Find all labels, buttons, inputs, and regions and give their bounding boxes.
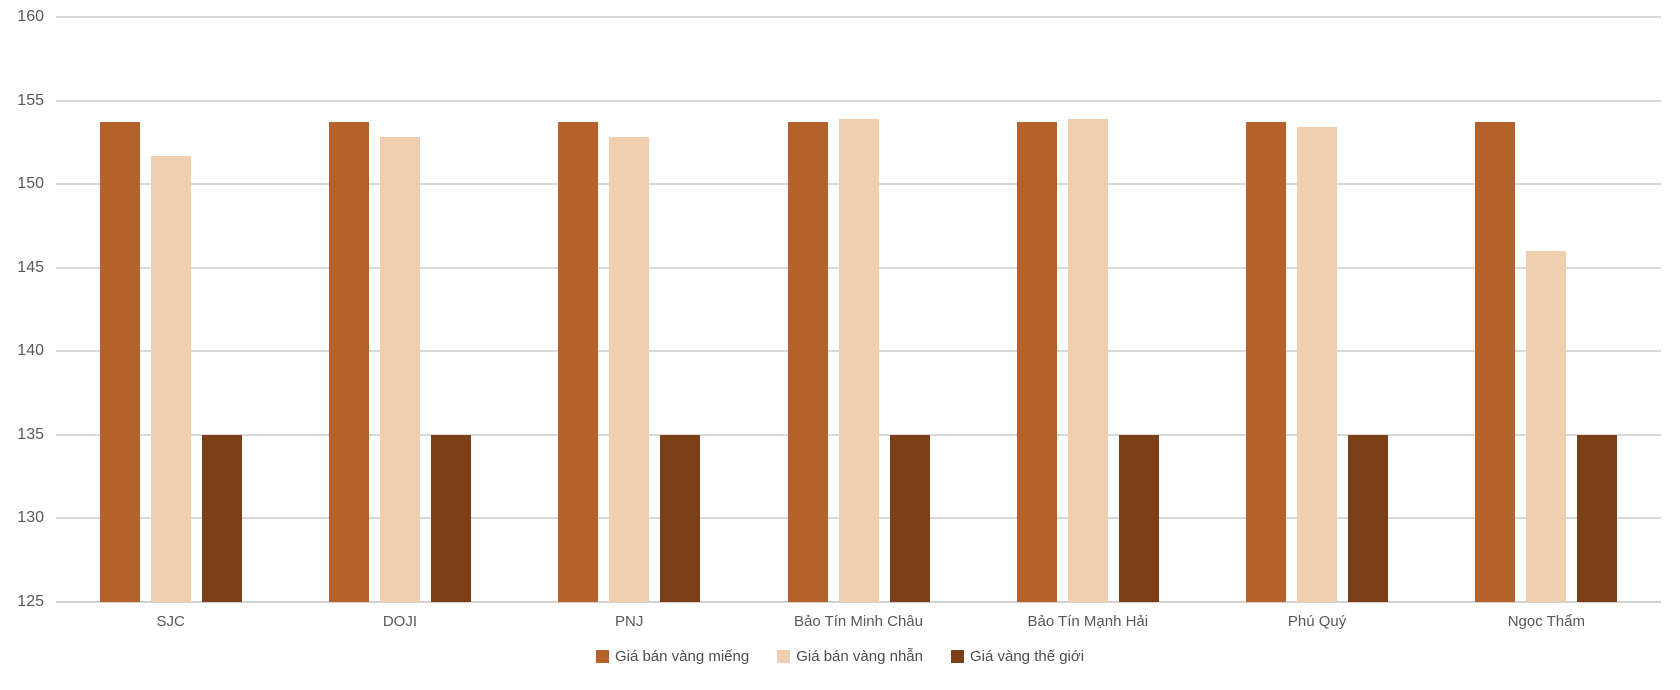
legend-swatch-icon <box>950 650 964 663</box>
legend-label: Giá vàng thế giới <box>969 648 1085 665</box>
x-axis-line <box>56 601 1661 603</box>
y-tick-label: 160 <box>17 8 44 25</box>
legend-swatch-icon <box>595 650 609 663</box>
bar-vang-nhan <box>1297 127 1338 602</box>
y-tick-label: 155 <box>17 91 44 109</box>
x-category-label: DOJI <box>382 613 417 630</box>
x-category-label: Bảo Tín Minh Châu <box>794 613 923 630</box>
bar-vang-mieng <box>328 122 369 602</box>
y-tick-label: 130 <box>17 509 44 527</box>
bar-vang-mieng <box>1246 122 1287 602</box>
y-tick-label: 150 <box>17 175 44 193</box>
bar-vang-mieng <box>1016 122 1057 602</box>
bar-vang-the-gioi <box>1577 434 1618 602</box>
bar-vang-nhan <box>379 137 420 602</box>
bar-vang-mieng <box>99 122 140 602</box>
bar-vang-the-gioi <box>889 434 930 602</box>
legend-label: Giá bán vàng nhẫn <box>796 648 923 665</box>
x-category-label: PNJ <box>615 613 644 630</box>
bar-vang-nhan <box>609 137 650 602</box>
bar-vang-the-gioi <box>1118 434 1159 602</box>
legend-item: Giá bán vàng nhẫn <box>777 648 923 665</box>
x-category-label: Ngọc Thẩm <box>1507 613 1585 630</box>
legend-swatch-icon <box>777 650 791 663</box>
bar-vang-mieng <box>1475 122 1516 602</box>
bar-vang-the-gioi <box>430 434 471 602</box>
bar-vang-the-gioi <box>1348 434 1389 602</box>
gridline <box>56 99 1661 102</box>
x-category-label: SJC <box>156 613 185 630</box>
x-category-label: Phú Quý <box>1287 613 1347 630</box>
bar-vang-the-gioi <box>660 434 701 602</box>
y-tick-label: 125 <box>17 593 44 610</box>
bar-vang-nhan <box>838 118 879 602</box>
bar-vang-mieng <box>558 122 599 602</box>
x-category-label: Bảo Tín Mạnh Hải <box>1027 613 1149 630</box>
y-tick-label: 140 <box>17 342 44 360</box>
gridline <box>56 16 1661 18</box>
bar-vang-mieng <box>787 122 828 602</box>
bar-vang-the-gioi <box>201 434 242 602</box>
bar-vang-nhan <box>1526 251 1567 602</box>
bar-vang-nhan <box>1067 118 1108 602</box>
legend-item: Giá vàng thế giới <box>950 648 1085 665</box>
legend-label: Giá bán vàng miếng <box>614 648 750 665</box>
y-tick-label: 135 <box>17 425 44 443</box>
bar-vang-nhan <box>150 155 191 602</box>
legend: Giá bán vàng miếng Giá bán vàng nhẫn Giá v… <box>0 648 1680 665</box>
legend-item: Giá bán vàng miếng <box>595 648 750 665</box>
y-tick-label: 145 <box>17 258 44 276</box>
